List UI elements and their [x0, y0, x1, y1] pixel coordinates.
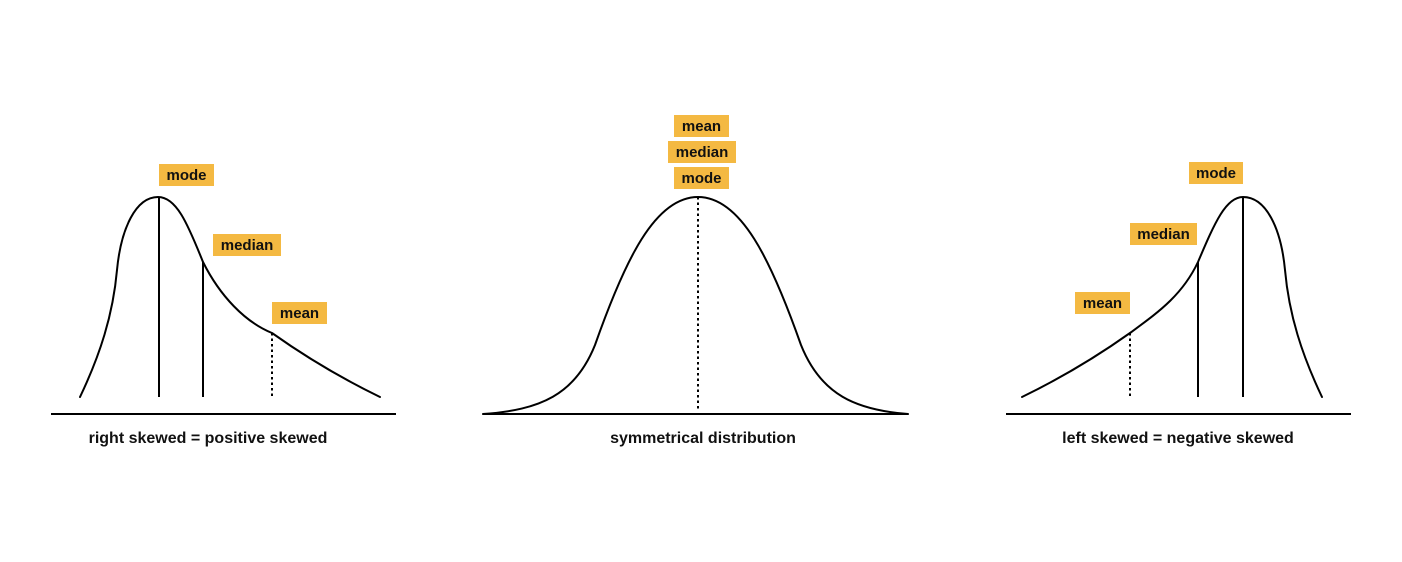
right-skewed-mean-tag: mean	[272, 302, 327, 324]
right-skewed-median-label: median	[221, 237, 274, 254]
left-skewed-mode-label: mode	[1196, 165, 1236, 182]
symmetrical-median-label: median	[676, 144, 729, 161]
left-skewed-median-label: median	[1137, 226, 1190, 243]
symmetrical-median-tag-bg	[668, 141, 736, 163]
right-skewed-mode-tag-bg	[159, 164, 214, 186]
left-skewed-mean-label: mean	[1083, 295, 1122, 312]
symmetrical-mode-tag: mode	[674, 167, 729, 189]
left-skewed-panel: mode median mean left skewed = negative …	[1006, 162, 1351, 447]
symmetrical-caption: symmetrical distribution	[610, 430, 796, 447]
right-skewed-mean-label: mean	[280, 305, 319, 322]
right-skewed-curve	[79, 196, 381, 398]
left-skewed-curve	[1021, 196, 1323, 398]
left-skewed-mode-tag-bg	[1189, 162, 1243, 184]
right-skewed-median-tag: median	[213, 234, 281, 256]
right-skewed-mean-tag-bg	[272, 302, 327, 324]
right-skewed-panel: mode median mean right skewed = positive…	[51, 164, 396, 447]
left-skewed-caption: left skewed = negative skewed	[1062, 430, 1294, 447]
right-skewed-mode-tag: mode	[159, 164, 214, 186]
symmetrical-mode-label: mode	[681, 170, 721, 187]
symmetrical-mean-tag: mean	[674, 115, 729, 137]
right-skewed-median-tag-bg	[213, 234, 281, 256]
symmetrical-mean-tag-bg	[674, 115, 729, 137]
symmetrical-median-tag: median	[668, 141, 736, 163]
symmetrical-panel: mean median mode symmetrical distributio…	[482, 115, 909, 447]
left-skewed-mean-tag-bg	[1075, 292, 1130, 314]
symmetrical-mode-tag-bg	[674, 167, 729, 189]
symmetrical-mean-label: mean	[682, 118, 721, 135]
left-skewed-mean-tag: mean	[1075, 292, 1130, 314]
left-skewed-mode-tag: mode	[1189, 162, 1243, 184]
left-skewed-median-tag-bg	[1130, 223, 1197, 245]
left-skewed-median-tag: median	[1130, 223, 1197, 245]
right-skewed-mode-label: mode	[166, 167, 206, 184]
right-skewed-caption: right skewed = positive skewed	[89, 430, 328, 447]
